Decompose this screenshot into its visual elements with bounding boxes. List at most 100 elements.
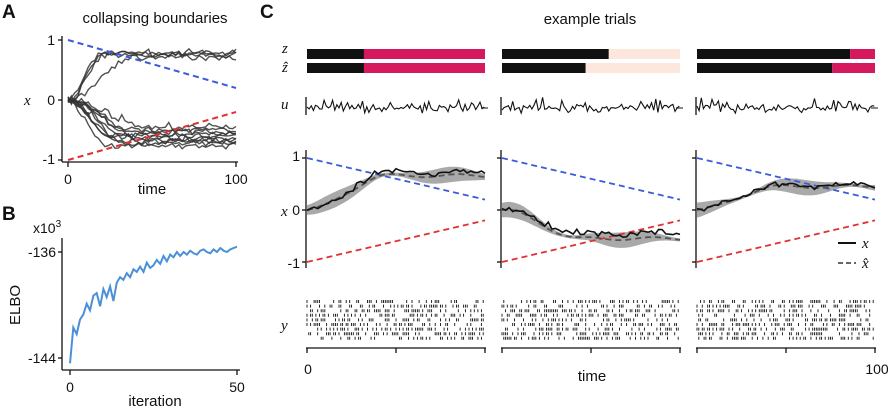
panel-c-xtick-100: 100 [865, 361, 888, 377]
zhat-segment [585, 63, 680, 73]
panel-a-trajectory [67, 97, 237, 150]
raster-row [501, 313, 677, 317]
panel-b-ytick-136: -136 [28, 244, 56, 260]
raster-row [306, 323, 482, 326]
legend-x-label: x [861, 236, 869, 252]
raster-row [306, 300, 484, 303]
panel-c-xtick-0: 0 [304, 361, 312, 377]
xhat-band [307, 166, 485, 215]
z-segment [850, 49, 875, 59]
z-segment [363, 49, 485, 59]
z-segment [608, 49, 680, 59]
u-trace [696, 97, 875, 115]
x-trace [501, 206, 681, 239]
panel-c-ytick-1: 1 [292, 148, 300, 164]
panel-a-lower-boundary [67, 111, 237, 161]
panel-b-exponent-base: x10 [33, 220, 56, 236]
panel-c-ytick-neg1: -1 [288, 255, 301, 271]
upper-boundary [696, 157, 876, 201]
raster-row [698, 313, 871, 317]
panel-a-letter: A [2, 2, 16, 23]
panel-a: A collapsing boundaries x 1 0 -1 0 100 t… [2, 2, 248, 198]
panel-a-xtick-0: 0 [64, 171, 72, 187]
panel-a-ytick-0: 0 [47, 92, 55, 108]
panel-c-legend: x x̂ [838, 236, 869, 272]
panel-a-trajectory [67, 51, 237, 104]
x-trace [306, 167, 486, 212]
raster-row [698, 318, 869, 322]
raster-row [505, 327, 679, 331]
panel-a-ytick-neg1: -1 [43, 151, 56, 167]
u-trace [306, 98, 485, 115]
raster-row [503, 300, 679, 303]
panel-b-ylabel: ELBO [7, 285, 24, 325]
panel-b-ytick-144: -144 [28, 350, 56, 366]
raster-row [320, 336, 482, 340]
raster-row [696, 327, 874, 331]
raster-row [306, 313, 484, 317]
panel-a-ylabel: x [23, 93, 31, 109]
panel-c-trials [302, 49, 878, 353]
raster-row [308, 332, 484, 336]
panel-b-exponent: x103 [33, 219, 62, 236]
raster-row [698, 332, 869, 336]
raster-row [505, 309, 679, 313]
panel-c: C example trials z ẑ u x y 1 0 -1 0 100 … [260, 2, 888, 385]
zhat-segment [363, 63, 485, 73]
panel-a-upper-boundary [67, 39, 237, 89]
lower-boundary [306, 219, 486, 263]
panel-a-trajectory [67, 99, 237, 145]
panel-c-label-y: y [279, 318, 288, 334]
legend-xhat-label: x̂ [861, 256, 869, 272]
trial-3 [692, 49, 878, 353]
panel-c-xlabel: time [578, 368, 606, 385]
panel-c-title: example trials [544, 11, 637, 28]
panel-c-label-zhat: ẑ [281, 60, 288, 76]
zhat-segment [502, 63, 586, 73]
panel-a-ytick-1: 1 [47, 32, 55, 48]
upper-boundary [501, 157, 681, 201]
panel-c-label-z: z [281, 41, 288, 57]
xhat-mean-line [306, 173, 486, 211]
panel-c-label-x: x [280, 204, 288, 220]
raster-row [696, 309, 871, 313]
panel-a-trajectory [67, 96, 237, 143]
panel-a-trajectory [67, 52, 237, 103]
u-trace [501, 97, 680, 115]
panel-c-label-u: u [281, 97, 289, 113]
panel-b: B x103 ELBO -136 -144 0 50 iteration [2, 204, 245, 410]
panel-b-elbo-line [69, 245, 238, 364]
panel-a-trajectory [67, 98, 237, 139]
panel-a-trajectory [67, 94, 237, 131]
raster-row [501, 304, 676, 308]
lower-boundary [696, 219, 876, 263]
raster-row [306, 304, 477, 308]
raster-row [317, 327, 484, 331]
panel-b-exponent-power: 3 [56, 219, 62, 230]
raster-row [501, 318, 668, 322]
raster-row [700, 300, 874, 303]
raster-row [512, 323, 677, 326]
panel-a-title: collapsing boundaries [82, 10, 227, 27]
raster-row [696, 323, 871, 326]
z-segment [697, 49, 851, 59]
panel-a-xtick-100: 100 [224, 171, 248, 187]
panel-a-trajectory [67, 49, 237, 106]
z-segment [307, 49, 364, 59]
raster-row [306, 318, 484, 322]
raster-row [503, 336, 679, 340]
panel-b-xlabel: iteration [128, 393, 181, 410]
zhat-segment [307, 63, 364, 73]
xhat-mean-line [501, 208, 681, 242]
panel-c-ytick-0: 0 [292, 202, 300, 218]
lower-boundary [501, 219, 681, 263]
xhat-band [697, 178, 875, 218]
panel-a-xlabel: time [138, 181, 166, 198]
upper-boundary [306, 157, 486, 201]
panel-b-xtick-50: 50 [229, 379, 245, 395]
panel-a-trajectories [67, 47, 237, 150]
panel-a-trajectory [67, 98, 237, 146]
raster-row [501, 332, 676, 336]
panel-b-letter: B [2, 204, 16, 225]
